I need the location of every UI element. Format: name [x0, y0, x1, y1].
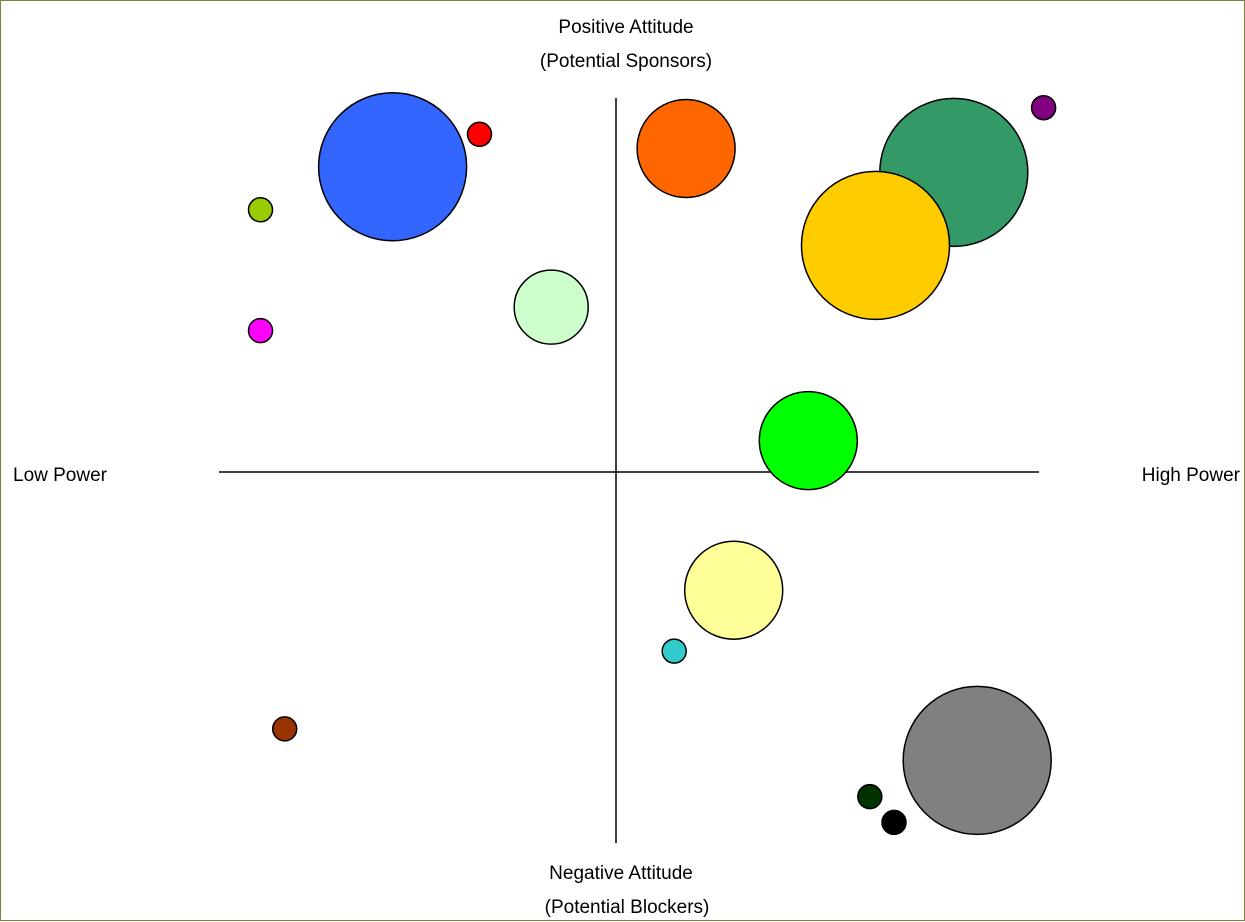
bubble-16: [881, 809, 907, 836]
bubble-3: [247, 197, 274, 223]
bubble-15: [857, 783, 883, 810]
bubble-13: [271, 716, 298, 742]
top-label-line2: (Potential Sponsors): [540, 51, 712, 72]
bubble-14: [902, 685, 1052, 836]
bubble-12: [661, 638, 687, 664]
bubble-10: [758, 390, 859, 491]
bubble-8: [800, 170, 951, 321]
bottom-label-line2: (Potential Blockers): [545, 897, 710, 918]
left-axis-label: Low Power: [13, 465, 108, 486]
bottom-label-line1: Negative Attitude: [549, 863, 693, 884]
bubble-11: [683, 540, 784, 640]
bubble-2: [466, 121, 493, 148]
bubble-6: [636, 98, 736, 199]
bubble-9: [1030, 94, 1057, 121]
bubble-4: [247, 317, 274, 344]
bubble-5: [513, 269, 589, 345]
right-axis-label: High Power: [1142, 465, 1241, 486]
top-label-line1: Positive Attitude: [558, 17, 693, 38]
bubble-layer: [247, 92, 1057, 836]
bubble-1: [317, 92, 468, 242]
